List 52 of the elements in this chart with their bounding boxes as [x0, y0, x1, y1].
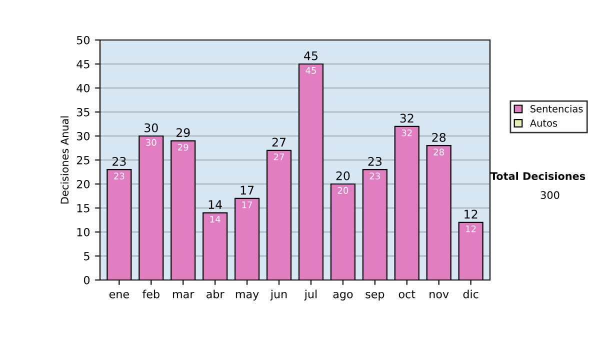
text: Total Decisiones: [490, 172, 586, 180]
x-tick-label: mar: [173, 292, 194, 298]
data-label: 30: [146, 139, 156, 146]
data-label: 27: [274, 153, 284, 160]
x-tick-label: sep: [366, 292, 384, 300]
total-label: 23: [112, 156, 126, 166]
data-label: 45: [306, 67, 316, 74]
y-tick-label: 0: [84, 276, 90, 284]
total-label: 29: [176, 128, 190, 138]
y-tick-label: 50: [76, 36, 90, 44]
y-tick-label: 10: [77, 228, 90, 236]
y-tick-label: 20: [76, 180, 90, 188]
y-tick-label: 5: [84, 252, 90, 260]
x-tick-label: oct: [398, 290, 416, 298]
total-label: 23: [368, 156, 382, 166]
total-label: 45: [304, 52, 318, 60]
y-tick-label: 35: [76, 108, 90, 116]
x-tick-label: dic: [463, 290, 478, 298]
data-label: 32: [402, 129, 412, 136]
x-tick-label: feb: [142, 290, 160, 298]
x-tick-label: abr: [206, 290, 224, 298]
x-tick-label: jun: [270, 290, 287, 300]
y-tick-label: 30: [76, 132, 90, 140]
data-label: 28: [434, 148, 444, 156]
y-axis-title: Decisiones Anual: [60, 116, 69, 204]
y-tick-label: 45: [76, 60, 90, 68]
y-tick-label: 40: [76, 84, 90, 92]
total-label: 12: [464, 210, 478, 219]
x-tick-label: ago: [333, 292, 353, 300]
data-label: 14: [210, 216, 220, 223]
text: 300: [540, 191, 560, 200]
data-label: 29: [178, 144, 188, 151]
x-tick-label: ene: [109, 292, 129, 298]
total-label: 17: [240, 186, 254, 195]
data-label: 23: [114, 172, 124, 180]
y-tick-label: 25: [76, 156, 90, 164]
legend-label: Autos: [530, 120, 558, 127]
x-tick-label: may: [236, 292, 259, 300]
data-label: 17: [242, 202, 252, 208]
x-tick-label: nov: [430, 292, 449, 298]
data-label: 20: [338, 187, 348, 194]
x-tick-label: jul: [304, 290, 317, 300]
total-label: 30: [144, 123, 158, 132]
total-label: 27: [272, 138, 286, 147]
total-label: 14: [208, 200, 222, 209]
legend-label: Sentencias: [530, 104, 583, 112]
data-label: 23: [370, 172, 380, 180]
y-tick-label: 15: [77, 204, 90, 212]
total-label: 20: [336, 171, 350, 180]
total-label: 28: [432, 132, 446, 142]
total-label: 32: [400, 114, 414, 123]
data-label: 12: [466, 225, 476, 232]
